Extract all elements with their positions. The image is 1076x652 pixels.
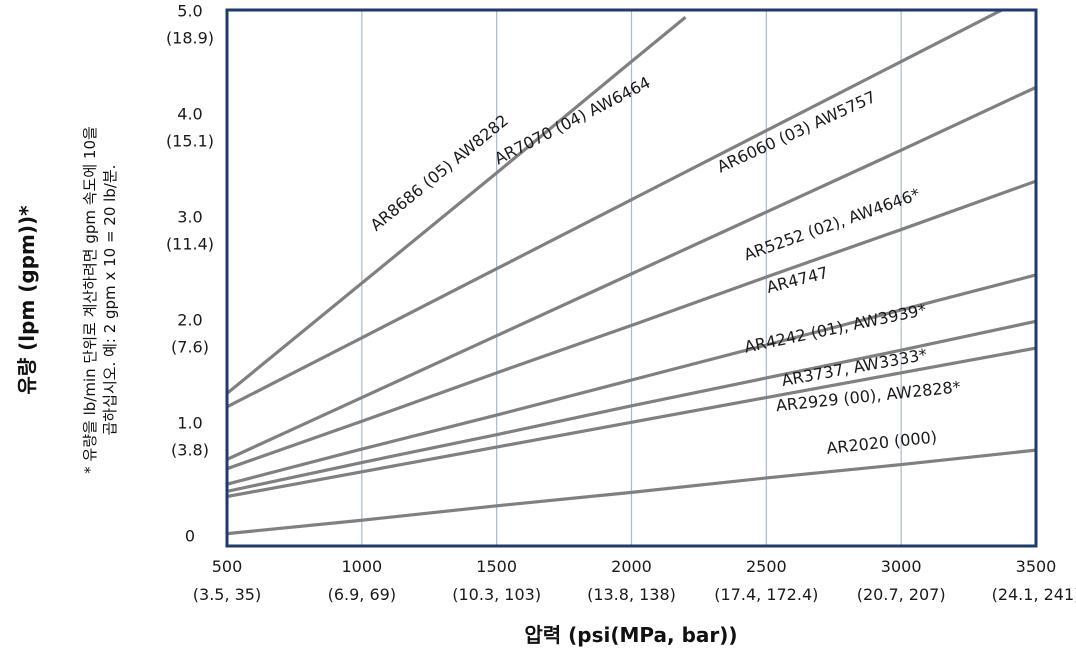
y-tick-label: 1.0 [177, 414, 202, 433]
x-tick-label: 2000 [611, 557, 652, 576]
y-tick-label: 0 [185, 527, 195, 546]
series-label: AR8686 (05) AW8282 [367, 111, 512, 235]
series-line [227, 319, 1036, 493]
x-axis-ticks: 500 (3.5, 35) 1000 (6.9, 69) 1500 (10.3, 103)… [193, 557, 1076, 604]
series-line [227, 448, 1036, 536]
series-line [227, 10, 1006, 409]
y-tick-sublabel: (7.6) [171, 338, 209, 357]
series-line [227, 15, 687, 395]
plot-frame [225, 8, 1038, 548]
y-tick-sublabel: (18.9) [166, 28, 214, 47]
y-tick-label: 3.0 [177, 207, 202, 226]
y-tick-sublabel: (3.8) [171, 441, 209, 460]
y-tick-label: 2.0 [177, 311, 202, 330]
series-label: AR7070 (04) AW6464 [491, 73, 653, 169]
x-tick-sublabel: (17.4, 172.4) [714, 585, 818, 604]
x-tick-label: 1500 [476, 557, 517, 576]
series-line [227, 273, 1036, 486]
series-line [227, 346, 1036, 499]
y-tick-label: 4.0 [177, 104, 202, 123]
series-label: AR4242 (01), AW3939* [743, 300, 928, 357]
y-tick-label: 5.0 [177, 1, 202, 20]
x-tick-sublabel: (3.5, 35) [193, 585, 261, 604]
series-lines [227, 10, 1036, 536]
x-tick-label: 1000 [341, 557, 382, 576]
x-tick-sublabel: (24.1, 241) [992, 585, 1076, 604]
x-tick-label: 500 [212, 557, 243, 576]
grid [361, 10, 902, 546]
y-tick-sublabel: (15.1) [166, 131, 214, 150]
x-tick-label: 3000 [881, 557, 922, 576]
series-label: AR2020 (000) [826, 427, 938, 457]
x-tick-sublabel: (6.9, 69) [328, 585, 396, 604]
y-axis-ticks: 5.0 (18.9) 4.0 (15.1) 3.0 (11.4) 2.0 (7.6) 1.0 (3… [166, 1, 214, 545]
y-tick-sublabel: (11.4) [166, 234, 214, 253]
series-label: AR4747 [765, 263, 831, 297]
x-tick-label: 3500 [1016, 557, 1057, 576]
y-axis-label: 유량 (lpm (gpm))* [15, 205, 39, 395]
x-tick-sublabel: (20.7, 207) [857, 585, 946, 604]
x-axis-label: 압력 (psi(MPa, bar)) [524, 623, 737, 647]
series-label: AR6060 (03) AW5757 [714, 87, 879, 176]
series-line [227, 85, 1036, 461]
footnote-line-2: 곱하십시오. 예: 2 gpm x 10 = 20 lb/분. [101, 165, 119, 436]
series-line [227, 179, 1036, 471]
x-tick-label: 2500 [746, 557, 787, 576]
footnote-line-1: * 유량을 lb/min 단위로 계산하려면 gpm 속도에 10을 [81, 126, 99, 474]
x-tick-sublabel: (10.3, 103) [452, 585, 541, 604]
x-tick-sublabel: (13.8, 138) [587, 585, 676, 604]
